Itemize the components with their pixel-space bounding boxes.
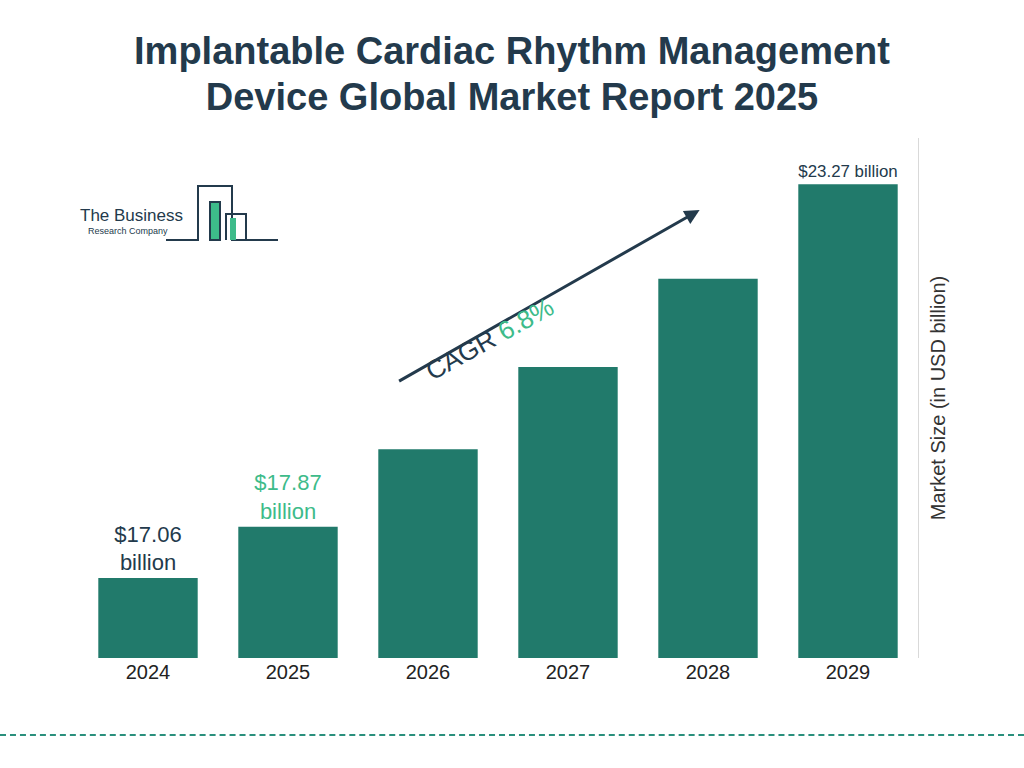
svg-text:$23.27 billion: $23.27 billion <box>798 162 897 181</box>
html-text:Research Company: Research Company <box>88 226 168 236</box>
svg-text:2028: 2028 <box>686 661 731 683</box>
svg-text:2027: 2027 <box>546 661 591 683</box>
svg-text:2024: 2024 <box>126 661 171 683</box>
html-text:Implantable Cardiac Rhythm Man: Implantable Cardiac Rhythm Management De… <box>134 30 890 118</box>
html-text:The Business: The Business <box>80 206 183 225</box>
svg-text:2026: 2026 <box>406 661 451 683</box>
svg-text:$17.06billion: $17.06billion <box>114 522 181 576</box>
svg-text:2025: 2025 <box>266 661 311 683</box>
svg-text:$17.87billion: $17.87billion <box>254 470 321 524</box>
svg-text:2029: 2029 <box>826 661 871 683</box>
svg-text:CAGR 6.8%: CAGR 6.8% <box>421 291 559 386</box>
svg-text:Market Size (in USD billion): Market Size (in USD billion) <box>927 276 949 521</box>
